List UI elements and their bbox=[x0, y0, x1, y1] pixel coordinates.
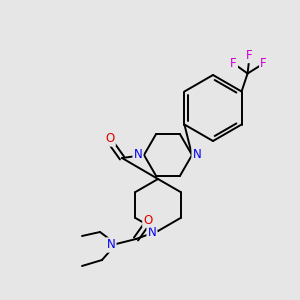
Text: N: N bbox=[106, 238, 116, 251]
Text: N: N bbox=[134, 148, 142, 161]
Text: O: O bbox=[105, 133, 115, 146]
Text: F: F bbox=[246, 49, 253, 62]
Text: N: N bbox=[193, 148, 201, 161]
Text: O: O bbox=[143, 214, 153, 226]
Text: N: N bbox=[148, 226, 156, 239]
Text: F: F bbox=[230, 57, 237, 70]
Text: F: F bbox=[260, 57, 267, 70]
